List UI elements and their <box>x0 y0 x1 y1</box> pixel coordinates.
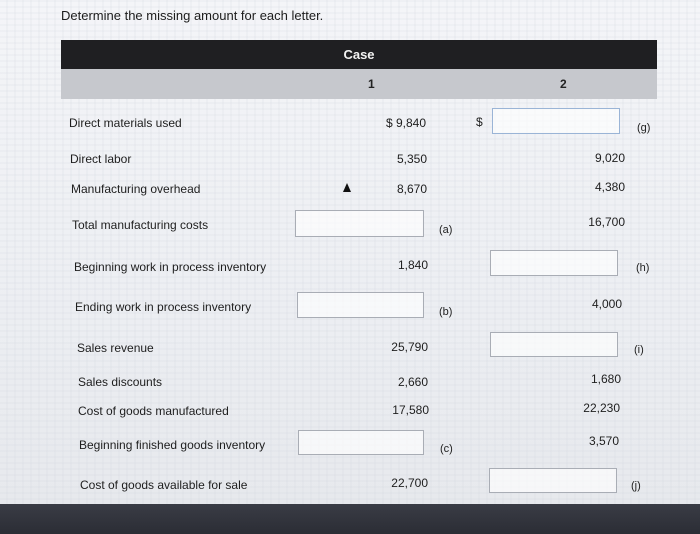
case-1-header: 1 <box>368 77 375 91</box>
letter-j: (j) <box>631 480 641 492</box>
case2-direct-labor-value: 9,020 <box>594 151 625 165</box>
case2-sales-revenue-input[interactable] <box>490 332 618 357</box>
case-header-bar: Case <box>61 40 657 69</box>
case1-goods-available-value: 22,700 <box>391 476 428 490</box>
case1-direct-labor-value: 5,350 <box>396 152 427 166</box>
case2-total-manufacturing-costs-value: 16,700 <box>588 215 625 229</box>
row-label-sales-discounts: Sales discounts <box>78 375 163 389</box>
case-header-label: Case <box>343 47 375 62</box>
letter-b: (b) <box>439 306 453 318</box>
letter-a: (a) <box>439 224 453 236</box>
case2-sales-discounts-value: 1,680 <box>590 372 621 386</box>
row-label-goods-available-for-sale: Cost of goods available for sale <box>80 478 248 492</box>
row-label-cost-of-goods-manufactured: Cost of goods manufactured <box>78 404 229 418</box>
case1-manufacturing-overhead-value: 8,670 <box>396 182 427 196</box>
case2-beginning-finished-goods-value: 3,570 <box>588 434 619 448</box>
case2-direct-materials-input[interactable] <box>492 108 620 134</box>
bottom-toolbar <box>0 504 700 534</box>
row-label-manufacturing-overhead: Manufacturing overhead <box>71 182 201 196</box>
case1-beginning-wip-value: 1,840 <box>397 258 428 272</box>
row-label-ending-wip: Ending work in process inventory <box>75 300 252 314</box>
row-label-sales-revenue: Sales revenue <box>77 341 154 355</box>
case1-sales-discounts-value: 2,660 <box>397 375 428 389</box>
letter-g: (g) <box>637 122 651 134</box>
letter-c: (c) <box>440 443 453 455</box>
case2-cogm-value: 22,230 <box>583 401 620 415</box>
case2-beginning-wip-input[interactable] <box>490 250 618 276</box>
row-label-direct-materials: Direct materials used <box>69 116 182 130</box>
mouse-cursor-icon <box>343 183 351 192</box>
case1-ending-wip-input[interactable] <box>297 292 424 318</box>
letter-h: (h) <box>636 262 650 274</box>
case1-cogm-value: 17,580 <box>392 403 429 417</box>
row-label-direct-labor: Direct labor <box>70 152 132 166</box>
case2-ending-wip-value: 4,000 <box>591 297 622 311</box>
letter-i: (i) <box>634 344 644 356</box>
case1-beginning-finished-goods-input[interactable] <box>298 430 424 455</box>
case-number-bar <box>61 69 657 99</box>
instructions-text: Determine the missing amount for each le… <box>61 8 324 23</box>
case2-dollar-sign: $ <box>476 115 483 129</box>
case2-manufacturing-overhead-value: 4,380 <box>594 180 625 194</box>
case2-goods-available-input[interactable] <box>489 468 617 493</box>
case1-total-manufacturing-costs-input[interactable] <box>295 210 424 237</box>
row-label-beginning-finished-goods: Beginning finished goods inventory <box>79 438 266 452</box>
row-label-beginning-wip: Beginning work in process inventory <box>74 260 267 274</box>
row-label-total-manufacturing-costs: Total manufacturing costs <box>72 218 209 232</box>
case-2-header: 2 <box>560 77 567 91</box>
case1-sales-revenue-value: 25,790 <box>391 340 428 354</box>
case1-direct-materials-value: $ 9,840 <box>385 116 426 130</box>
